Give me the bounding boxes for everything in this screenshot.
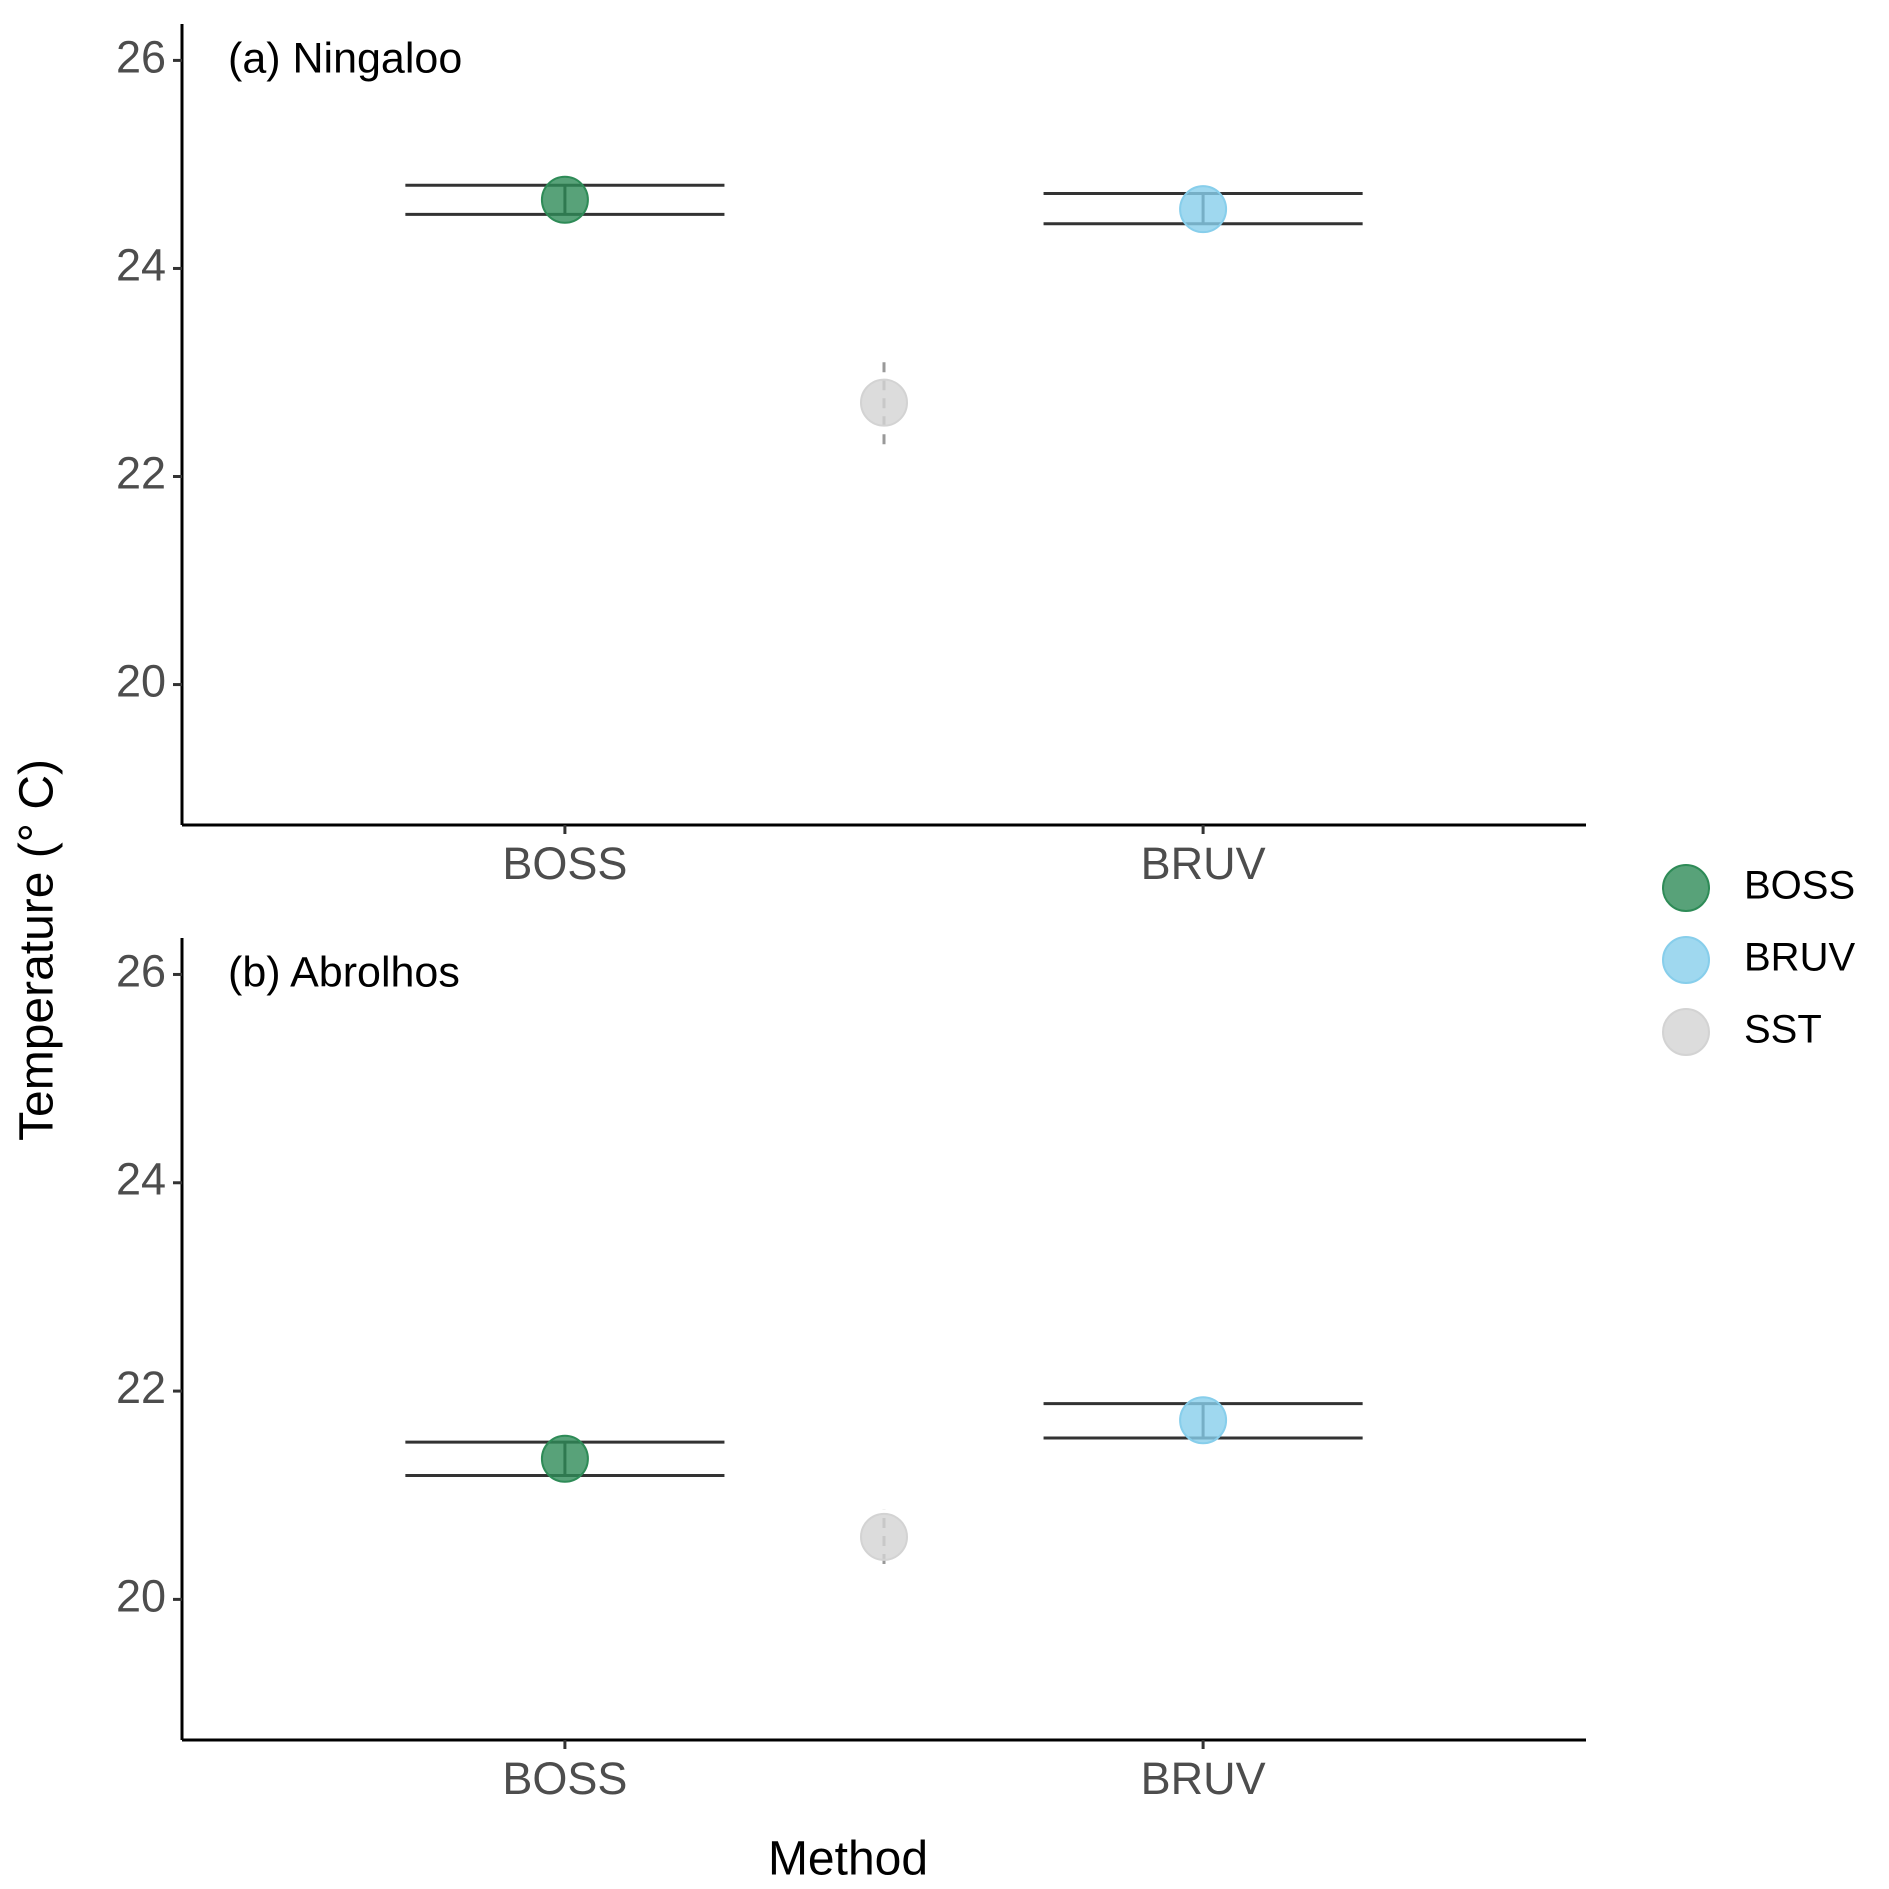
legend-label: SST [1744,1008,1822,1052]
y-tick-label: 24 [116,239,166,290]
x-tick-label: BRUV [1141,838,1266,889]
y-tick-label: 20 [116,1570,166,1621]
point [1179,1396,1228,1445]
y-tick-label: 20 [116,655,166,706]
x-tick-label: BOSS [502,1753,627,1804]
point [540,1434,589,1483]
x-tick-label: BOSS [502,838,627,889]
x-axis-label: Method [768,1833,928,1886]
legend-label: BRUV [1744,936,1855,980]
y-tick-label: 26 [116,945,166,996]
y-tick-label: 22 [116,1362,166,1413]
y-tick-label: 24 [116,1154,166,1205]
legend-label: BOSS [1744,864,1855,908]
y-tick-label: 22 [116,447,166,498]
x-tick-label: BRUV [1141,1753,1266,1804]
point [860,1512,908,1561]
y-tick-label: 26 [116,31,166,82]
point [540,175,589,224]
panel-title: (a) Ningaloo [228,34,462,82]
legend-key [1662,936,1710,984]
legend-key [1662,1008,1710,1056]
legend-key [1662,864,1710,912]
y-axis-label: Temperature (° C) [11,759,64,1141]
panel-title: (b) Abrolhos [228,948,460,996]
point [860,378,908,427]
point [1179,185,1228,234]
